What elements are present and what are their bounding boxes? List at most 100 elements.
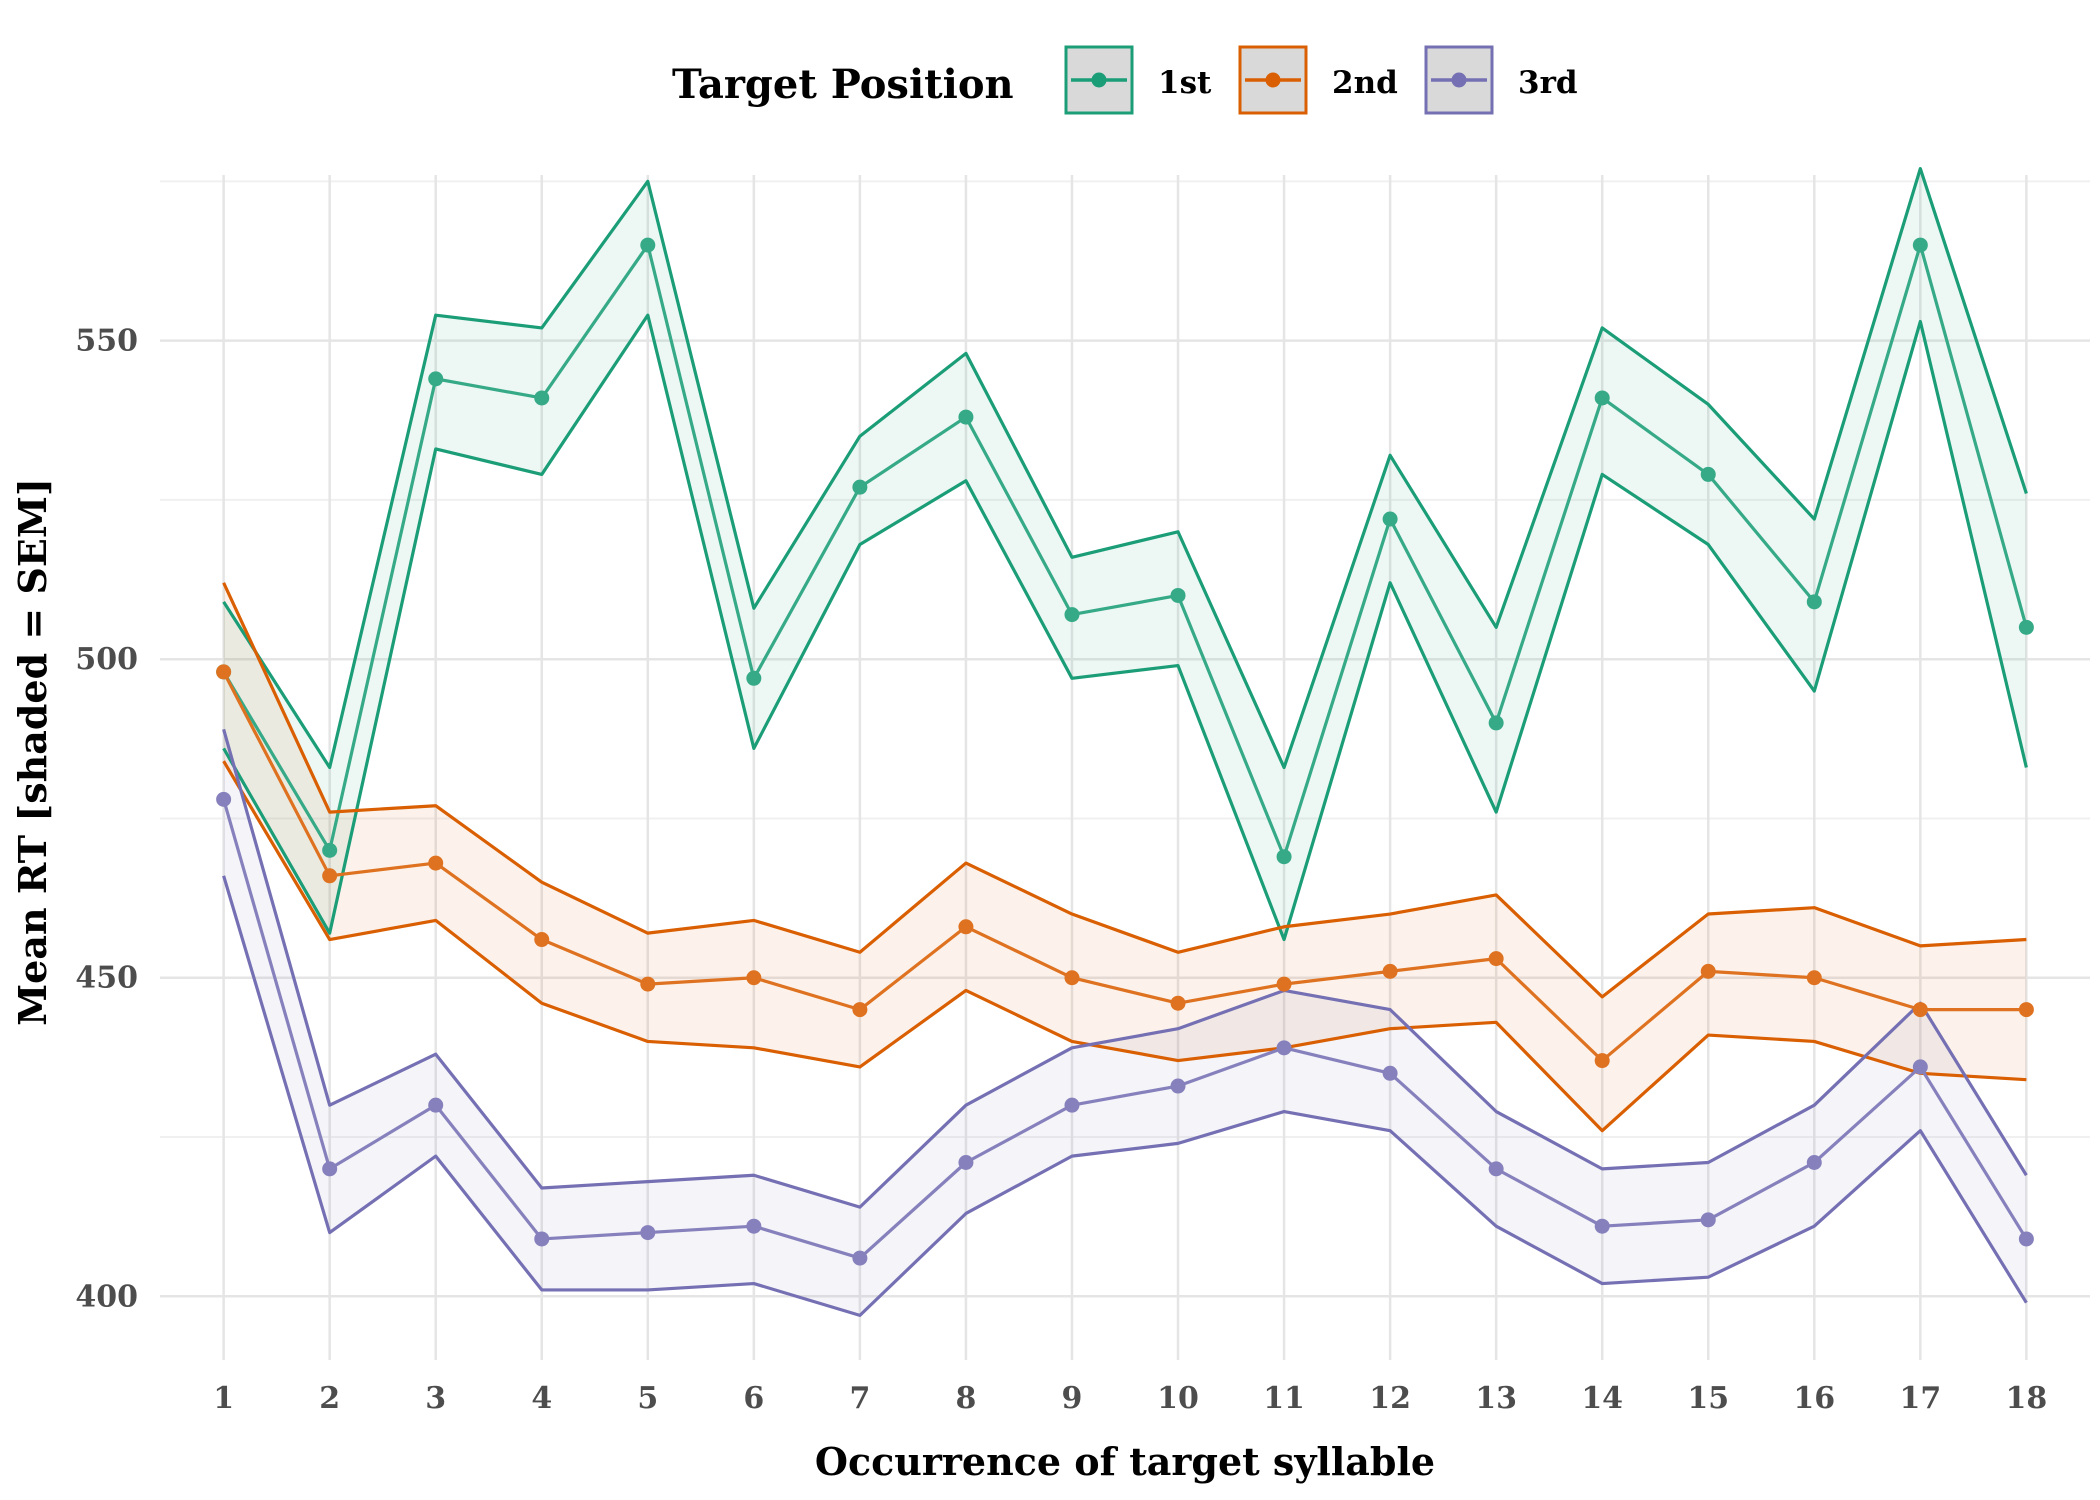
x-tick-labels: 1 2 3 4 5 6 7 8 9 10 11 12 13 14 15 16 17 18 [213, 1381, 2047, 1416]
data-point-3rd [428, 1097, 444, 1113]
data-point-2nd [852, 1002, 868, 1018]
data-point-3rd [852, 1250, 868, 1266]
series-points [216, 237, 2034, 1266]
mean-line-2nd [222, 671, 2027, 1063]
x-tick-label: 11 [1263, 1381, 1305, 1416]
data-point-1st [1488, 715, 1504, 731]
data-point-1st [1806, 594, 1822, 610]
data-point-3rd [322, 1161, 338, 1177]
data-point-1st [1700, 466, 1716, 482]
data-point-1st [958, 409, 974, 425]
sem-lower-line-3rd [222, 875, 2028, 1318]
x-tick-label: 2 [319, 1381, 340, 1416]
data-point-2nd [322, 868, 338, 884]
data-point-3rd [1700, 1212, 1716, 1228]
legend-title: Target Position [672, 61, 1014, 108]
data-point-2nd [534, 932, 550, 948]
data-point-2nd [1488, 951, 1504, 967]
data-point-1st [1276, 849, 1292, 865]
x-axis-title: Occurrence of target syllable [815, 1439, 1435, 1484]
data-point-2nd [1170, 995, 1186, 1011]
data-point-1st [640, 237, 656, 253]
data-point-3rd [746, 1218, 762, 1234]
legend-key-point-3rd [1451, 72, 1467, 88]
x-tick-label: 1 [213, 1381, 234, 1416]
mean-line-1st [222, 243, 2028, 859]
data-point-2nd [1912, 1002, 1928, 1018]
x-tick-label: 3 [425, 1381, 446, 1416]
data-point-3rd [534, 1231, 550, 1247]
legend-item-1st: 1st [1064, 45, 1212, 115]
sem-upper-line-2nd [222, 582, 2027, 999]
y-tick-label: 400 [75, 1279, 138, 1314]
x-tick-label: 8 [955, 1381, 976, 1416]
data-point-1st [852, 479, 868, 495]
x-tick-label: 17 [1899, 1381, 1941, 1416]
x-tick-label: 12 [1369, 1381, 1411, 1416]
legend-item-2nd: 2nd [1238, 45, 1398, 115]
y-tick-label: 550 [75, 324, 138, 359]
y-tick-label: 450 [75, 961, 138, 996]
x-tick-label: 18 [2005, 1381, 2047, 1416]
x-tick-label: 16 [1793, 1381, 1835, 1416]
data-point-2nd [1594, 1053, 1610, 1069]
x-tick-label: 4 [531, 1381, 552, 1416]
x-tick-label: 13 [1475, 1381, 1517, 1416]
data-point-3rd [1170, 1078, 1186, 1094]
data-point-1st [1064, 607, 1080, 623]
sem-bands [223, 168, 2027, 1316]
data-point-3rd [1276, 1040, 1292, 1056]
legend: Target Position 1st 2nd 3rd [672, 45, 1578, 115]
y-axis-title: Mean RT [shaded = SEM] [10, 478, 55, 1026]
data-point-2nd [1276, 976, 1292, 992]
data-point-1st [428, 371, 444, 387]
data-point-2nd [2018, 1002, 2034, 1018]
series-lines [222, 167, 2028, 1318]
data-point-3rd [1488, 1161, 1504, 1177]
data-point-2nd [746, 970, 762, 986]
data-point-1st [2018, 619, 2034, 635]
data-point-2nd [1064, 970, 1080, 986]
data-point-3rd [1594, 1218, 1610, 1234]
data-point-1st [1912, 237, 1928, 253]
data-point-3rd [1382, 1065, 1398, 1081]
data-point-3rd [1912, 1059, 1928, 1075]
legend-label-2nd: 2nd [1332, 65, 1398, 101]
data-point-3rd [1806, 1155, 1822, 1170]
x-tick-label: 5 [637, 1381, 658, 1416]
data-point-2nd [1806, 970, 1822, 986]
data-point-1st [1170, 587, 1186, 603]
y-tick-labels: 400 450 500 550 [75, 324, 138, 1315]
data-point-2nd [640, 976, 656, 992]
legend-key-point-1st [1091, 72, 1107, 88]
data-point-3rd [640, 1225, 656, 1241]
data-point-1st [322, 842, 338, 858]
sem-upper-line-3rd [222, 728, 2028, 1209]
sem-lower-line-2nd [222, 760, 2027, 1133]
x-tick-label: 14 [1581, 1381, 1623, 1416]
data-point-2nd [1382, 963, 1398, 979]
data-point-3rd [1064, 1097, 1080, 1113]
data-point-1st [1382, 511, 1398, 527]
mean-line-3rd [222, 798, 2028, 1260]
data-point-1st [1594, 390, 1610, 406]
sem-band-1st [223, 168, 2027, 940]
x-tick-label: 7 [849, 1381, 870, 1416]
legend-label-3rd: 3rd [1518, 65, 1578, 101]
x-tick-label: 15 [1687, 1381, 1729, 1416]
data-point-3rd [216, 791, 232, 807]
sem-band-2nd [223, 582, 2027, 1131]
x-tick-label: 6 [743, 1381, 764, 1416]
legend-label-1st: 1st [1158, 65, 1212, 101]
data-point-2nd [1700, 963, 1716, 979]
data-point-3rd [2018, 1231, 2034, 1247]
data-point-2nd [958, 919, 974, 935]
y-tick-label: 500 [75, 642, 138, 677]
data-point-2nd [216, 664, 232, 680]
legend-item-3rd: 3rd [1424, 45, 1578, 115]
legend-key-point-2nd [1265, 72, 1281, 88]
sem-lower-line-1st [222, 313, 2028, 942]
sem-upper-line-1st [222, 167, 2028, 770]
data-point-1st [534, 390, 550, 406]
